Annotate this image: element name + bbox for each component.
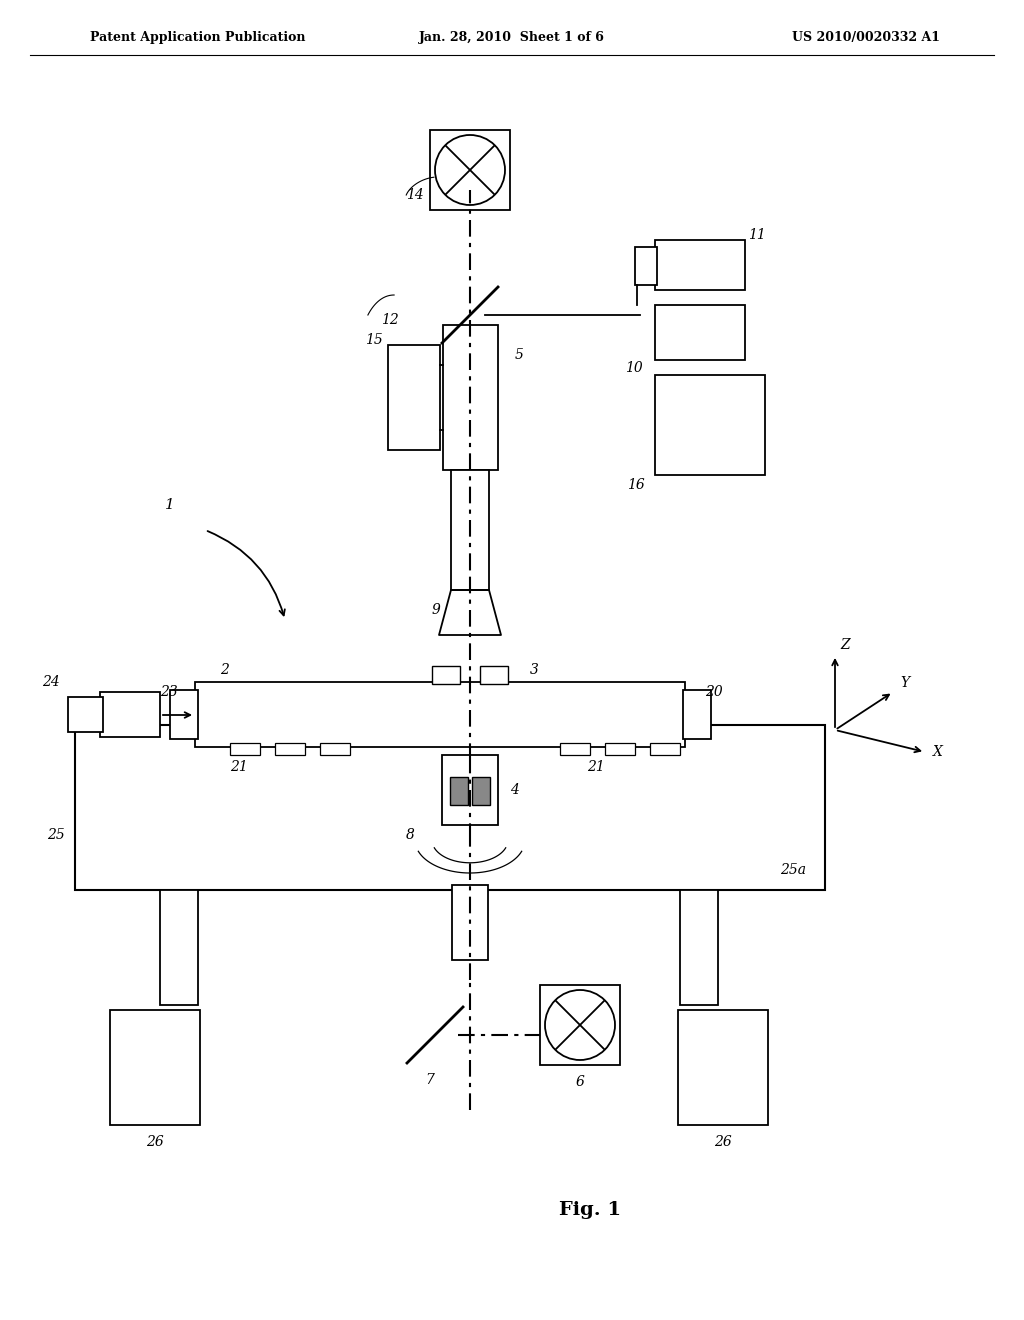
Text: 9: 9 xyxy=(431,603,440,616)
Bar xyxy=(540,985,620,1065)
Text: 2: 2 xyxy=(220,663,229,677)
Text: 1: 1 xyxy=(165,498,175,512)
Bar xyxy=(110,1010,200,1125)
Bar xyxy=(388,345,440,450)
Bar xyxy=(451,470,489,590)
Text: 21: 21 xyxy=(587,760,605,774)
Bar xyxy=(230,743,260,755)
Text: 4: 4 xyxy=(510,783,519,797)
Text: 21: 21 xyxy=(230,760,248,774)
Text: 6: 6 xyxy=(575,1074,585,1089)
Text: 25a: 25a xyxy=(780,863,806,876)
Text: 25: 25 xyxy=(47,828,65,842)
Text: 8: 8 xyxy=(407,828,415,842)
Bar xyxy=(683,690,711,739)
Bar xyxy=(430,129,510,210)
Text: Z: Z xyxy=(840,638,850,652)
Text: 20: 20 xyxy=(705,685,723,700)
Bar xyxy=(160,890,198,1005)
Text: 7: 7 xyxy=(426,1073,434,1086)
Text: US 2010/0020332 A1: US 2010/0020332 A1 xyxy=(792,30,940,44)
Text: 26: 26 xyxy=(146,1135,164,1148)
Bar xyxy=(650,743,680,755)
Bar xyxy=(655,240,745,290)
Text: 23: 23 xyxy=(160,685,178,700)
Bar xyxy=(68,697,103,733)
Text: 3: 3 xyxy=(530,663,539,677)
Text: 26: 26 xyxy=(714,1135,732,1148)
Bar xyxy=(432,667,460,684)
Text: Jan. 28, 2010  Sheet 1 of 6: Jan. 28, 2010 Sheet 1 of 6 xyxy=(419,30,605,44)
Text: 16: 16 xyxy=(628,478,645,492)
Bar xyxy=(170,690,198,739)
Bar xyxy=(275,743,305,755)
Bar xyxy=(678,1010,768,1125)
Bar xyxy=(450,777,468,805)
Text: X: X xyxy=(933,744,943,759)
Bar xyxy=(100,692,160,737)
Text: Y: Y xyxy=(900,676,909,690)
Bar xyxy=(319,743,350,755)
Text: Fig. 1: Fig. 1 xyxy=(559,1201,622,1218)
Bar xyxy=(655,375,765,475)
Text: Patent Application Publication: Patent Application Publication xyxy=(90,30,305,44)
Text: 5: 5 xyxy=(515,348,524,362)
Bar xyxy=(472,777,490,805)
Text: 24: 24 xyxy=(42,675,60,689)
Text: 15: 15 xyxy=(366,333,383,347)
Bar xyxy=(560,743,590,755)
Text: 12: 12 xyxy=(381,313,399,327)
Bar xyxy=(443,325,498,470)
Text: 11: 11 xyxy=(749,228,766,242)
Bar xyxy=(195,682,685,747)
Bar xyxy=(75,725,825,890)
Text: 10: 10 xyxy=(626,360,643,375)
Text: 14: 14 xyxy=(407,187,424,202)
Bar xyxy=(442,755,498,825)
Bar xyxy=(480,667,508,684)
Bar xyxy=(655,305,745,360)
Bar xyxy=(635,247,657,285)
Bar xyxy=(680,890,718,1005)
Bar xyxy=(605,743,635,755)
Bar xyxy=(452,884,488,960)
